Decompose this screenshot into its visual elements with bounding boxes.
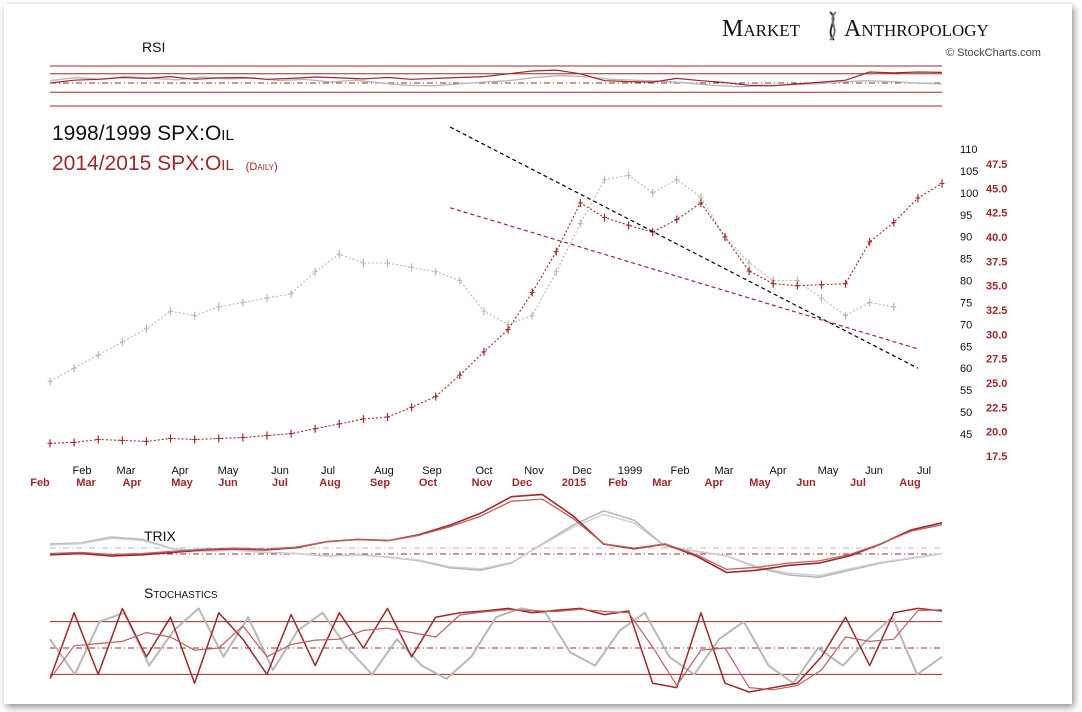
y-tick-2014: 20.0 bbox=[986, 427, 1007, 439]
dna-icon bbox=[829, 11, 837, 41]
y-tick-1998: 65 bbox=[960, 341, 972, 353]
title-2014-main: 2014/2015 SPX:Oil bbox=[52, 152, 234, 175]
x-tick-2014: Dec bbox=[512, 477, 532, 489]
trix-line-1998 bbox=[49, 510, 943, 579]
x-tick-1998: Mar bbox=[117, 465, 136, 477]
x-tick-2014: Feb bbox=[30, 477, 50, 489]
y-tick-1998: 95 bbox=[960, 210, 972, 222]
x-tick-2014: May bbox=[171, 477, 193, 489]
chart-canvas: Market Anthropology © StockCharts.com RS… bbox=[30, 11, 1041, 693]
x-tick-2014: 2015 bbox=[562, 477, 586, 489]
y-tick-2014: 25.0 bbox=[986, 378, 1007, 390]
x-tick-2014: Apr bbox=[705, 477, 725, 489]
y-tick-1998: 60 bbox=[960, 363, 972, 375]
y-tick-2014: 32.5 bbox=[986, 305, 1007, 317]
x-tick-2014: Jun bbox=[796, 477, 816, 489]
y-tick-1998: 105 bbox=[960, 166, 978, 178]
credit-text: © StockCharts.com bbox=[946, 47, 1041, 59]
x-tick-1998: 1999 bbox=[618, 465, 642, 477]
title-2014: 2014/2015 SPX:Oil (Daily) bbox=[52, 152, 278, 175]
y-tick-1998: 110 bbox=[960, 144, 978, 156]
x-tick-1998: Jun bbox=[865, 465, 883, 477]
y-tick-2014: 42.5 bbox=[986, 208, 1007, 220]
x-axis-2014: Feb Mar Apr May Jun Jul Aug Sep Oct Nov Dec 2015 Feb… bbox=[30, 477, 920, 489]
rsi-line-2014 bbox=[49, 69, 943, 87]
rsi-panel bbox=[49, 65, 943, 107]
x-tick-1998: May bbox=[218, 465, 239, 477]
x-tick-2014: Mar bbox=[76, 477, 96, 489]
x-tick-1998: Apr bbox=[171, 465, 188, 477]
x-axis-1998: Feb Mar Apr May Jun Jul Aug Sep Oct Nov Dec 1999 Feb… bbox=[73, 465, 932, 477]
x-tick-2014: Nov bbox=[472, 477, 494, 489]
x-tick-2014: Aug bbox=[899, 477, 920, 489]
brand-name-part2: Anthropology bbox=[844, 16, 989, 42]
y-tick-1998: 75 bbox=[960, 297, 972, 309]
trix-label: TRIX bbox=[144, 528, 177, 544]
trendline-black bbox=[449, 126, 919, 369]
y-tick-1998: 85 bbox=[960, 254, 972, 266]
x-tick-2014: Oct bbox=[419, 477, 438, 489]
trix-signal-1998 bbox=[49, 513, 943, 577]
y-axis-1998: 110 105 100 95 90 85 80 75 70 65 60 55 50 45 bbox=[960, 144, 978, 441]
y-tick-1998: 45 bbox=[960, 429, 972, 441]
trendline-red bbox=[450, 207, 919, 350]
rsi-line-1998 bbox=[49, 74, 943, 88]
y-tick-1998: 70 bbox=[960, 319, 972, 331]
y-tick-2014: 37.5 bbox=[986, 256, 1007, 268]
x-tick-2014: Jul bbox=[850, 477, 866, 489]
x-tick-2014: Apr bbox=[123, 477, 143, 489]
x-tick-1998: Jun bbox=[271, 465, 289, 477]
x-tick-1998: Mar bbox=[715, 465, 734, 477]
x-tick-2014: May bbox=[749, 477, 771, 489]
y-tick-1998: 100 bbox=[960, 188, 978, 200]
x-tick-1998: Jul bbox=[917, 465, 931, 477]
y-tick-2014: 47.5 bbox=[986, 159, 1007, 171]
stochastics-panel bbox=[49, 607, 943, 693]
price-panel bbox=[47, 126, 945, 448]
stochastics-label: Stochastics bbox=[144, 585, 218, 601]
x-tick-1998: Jul bbox=[321, 465, 335, 477]
x-tick-1998: Aug bbox=[374, 465, 394, 477]
x-tick-1998: Sep bbox=[422, 465, 442, 477]
x-tick-2014: Jun bbox=[218, 477, 238, 489]
y-tick-1998: 50 bbox=[960, 407, 972, 419]
y-axis-2014: 47.5 45.0 42.5 40.0 37.5 35.0 32.5 30.0 27.5 25.0… bbox=[986, 159, 1007, 463]
title-2014-note: (Daily) bbox=[246, 161, 278, 173]
y-tick-2014: 30.0 bbox=[986, 329, 1007, 341]
brand-name-part1: Market bbox=[722, 16, 801, 42]
rsi-label: RSI bbox=[142, 39, 165, 55]
y-tick-1998: 55 bbox=[960, 385, 972, 397]
y-tick-2014: 40.0 bbox=[986, 232, 1007, 244]
x-tick-2014: Feb bbox=[608, 477, 628, 489]
chart-frame: Market Anthropology © StockCharts.com RS… bbox=[4, 4, 1072, 704]
x-tick-2014: Aug bbox=[319, 477, 340, 489]
x-tick-1998: Oct bbox=[475, 465, 492, 477]
trix-line-2014 bbox=[49, 493, 943, 574]
y-tick-2014: 22.5 bbox=[986, 402, 1007, 414]
y-tick-2014: 27.5 bbox=[986, 354, 1007, 366]
x-tick-1998: Apr bbox=[769, 465, 786, 477]
x-tick-1998: Nov bbox=[524, 465, 544, 477]
stoch-signal-2014 bbox=[49, 608, 943, 691]
x-tick-2014: Sep bbox=[370, 477, 390, 489]
x-tick-1998: Dec bbox=[572, 465, 592, 477]
y-tick-2014: 35.0 bbox=[986, 281, 1007, 293]
x-tick-1998: Feb bbox=[671, 465, 690, 477]
stoch-line-2014 bbox=[49, 607, 943, 693]
trix-signal-2014 bbox=[49, 498, 943, 571]
series-1998-line bbox=[49, 174, 894, 382]
y-tick-1998: 80 bbox=[960, 276, 972, 288]
y-tick-1998: 90 bbox=[960, 232, 972, 244]
y-tick-2014: 45.0 bbox=[986, 183, 1007, 195]
x-tick-2014: Jul bbox=[272, 477, 288, 489]
x-tick-1998: May bbox=[818, 465, 839, 477]
x-tick-1998: Feb bbox=[73, 465, 92, 477]
title-1998: 1998/1999 SPX:Oil bbox=[52, 122, 234, 145]
series-2014-line bbox=[49, 183, 943, 444]
x-tick-2014: Mar bbox=[652, 477, 672, 489]
y-tick-2014: 17.5 bbox=[986, 451, 1007, 463]
trix-panel bbox=[49, 493, 943, 579]
